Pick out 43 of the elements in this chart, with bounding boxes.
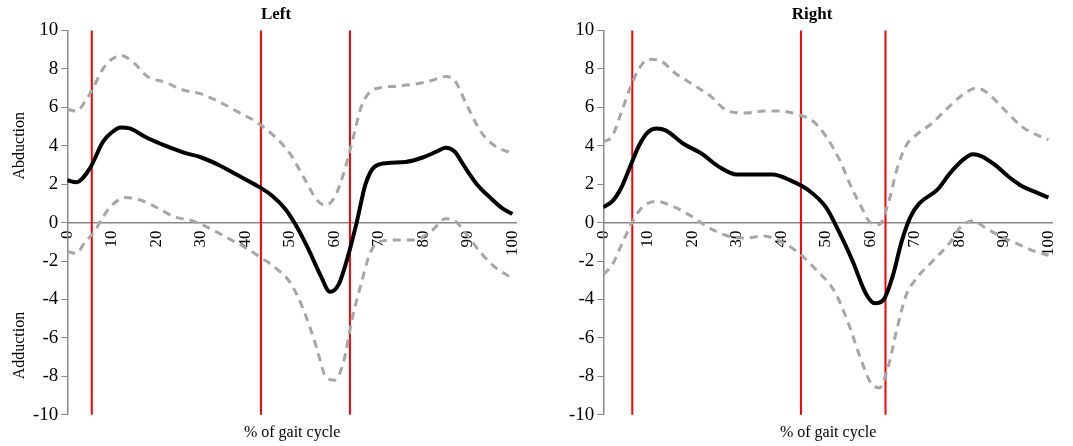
line-series	[603, 57, 1050, 227]
x-tick-label: 100	[1037, 230, 1057, 257]
y-tick-label: 10	[575, 18, 595, 40]
y-tick-label: -10	[569, 402, 595, 424]
y-tick-label: 4	[584, 133, 595, 155]
x-tick-label: 70	[368, 230, 388, 248]
y-tick-label: -6	[42, 325, 59, 347]
x-tick-label: 90	[993, 230, 1013, 248]
chart-title: Right	[791, 3, 833, 23]
x-tick-label: 60	[859, 230, 879, 248]
y-tick-label: -4	[578, 287, 595, 309]
x-tick-label: 10	[101, 230, 121, 248]
y-tick-label: 2	[584, 172, 595, 194]
y-tick-label: -2	[42, 249, 59, 271]
y-axis-title: Abduction	[10, 111, 28, 180]
x-tick-label: 80	[412, 230, 432, 248]
x-tick-label: 40	[234, 230, 254, 248]
chart-title: Left	[260, 3, 292, 23]
y-tick-label: -8	[578, 364, 595, 386]
x-tick-label: 10	[637, 230, 657, 248]
y-tick-label: 2	[48, 172, 59, 194]
x-tick-label: 70	[904, 230, 924, 248]
y-tick-label: 6	[584, 95, 595, 117]
x-tick-label: 60	[323, 230, 343, 248]
text: Adduction	[10, 311, 28, 380]
y-tick-label: 8	[584, 56, 595, 78]
x-tick-label: 100	[501, 230, 521, 257]
y-tick-label: 8	[48, 56, 59, 78]
x-tick-label: 30	[190, 230, 210, 248]
y-tick-label: -8	[42, 364, 59, 386]
x-tick-label: 50	[279, 230, 299, 248]
y-tick-label: -6	[578, 325, 595, 347]
x-tick-label: 20	[145, 230, 165, 248]
x-axis-title: % of gait cycle	[779, 422, 877, 441]
x-tick-label: 50	[815, 230, 835, 248]
y-tick-label: -10	[33, 402, 59, 424]
x-axis-title: % of gait cycle	[243, 422, 341, 441]
y-tick-label: 10	[39, 18, 59, 40]
y-tick-label: 6	[48, 95, 59, 117]
y-tick-label: 4	[48, 133, 59, 155]
y-tick-label: -4	[42, 287, 59, 309]
y-tick-label: -2	[578, 249, 595, 271]
x-tick-label: 20	[681, 230, 701, 248]
